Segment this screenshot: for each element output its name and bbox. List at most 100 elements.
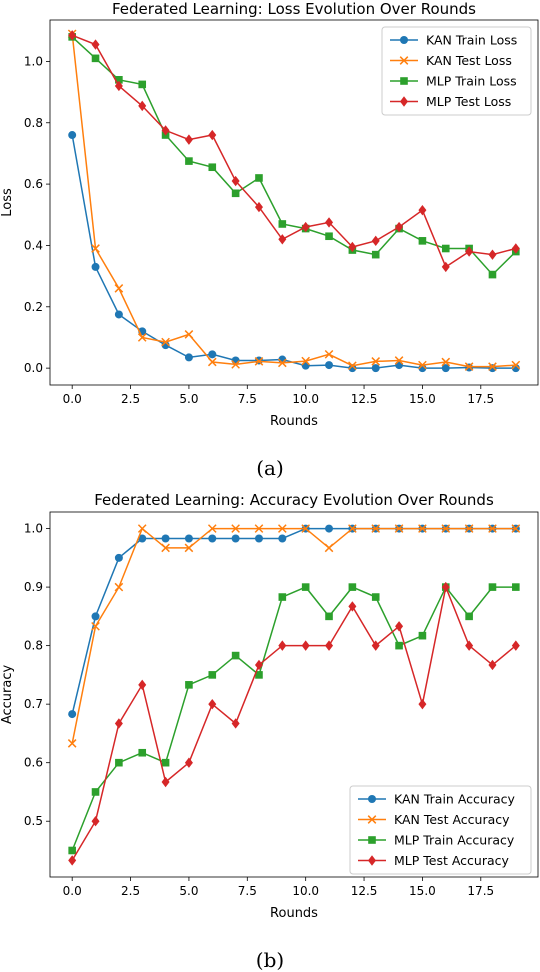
data-point [418, 204, 427, 216]
data-point [255, 671, 263, 679]
data-point [301, 640, 310, 651]
x-tick-label: 7.5 [238, 392, 257, 406]
data-point [465, 246, 474, 257]
data-point [488, 524, 497, 533]
data-point [161, 534, 170, 543]
data-point [91, 788, 100, 796]
x-tick-label: 7.5 [238, 884, 257, 898]
x-tick-label: 0.0 [63, 392, 82, 406]
x-tick-label: 10.0 [292, 884, 319, 898]
series-mlp-test-accuracy [68, 581, 520, 866]
data-point [161, 337, 170, 347]
x-axis-label: Rounds [270, 414, 318, 429]
data-point [512, 583, 520, 591]
data-point [68, 855, 77, 866]
data-point [231, 718, 240, 729]
data-point [91, 39, 100, 50]
data-point [208, 129, 217, 141]
data-point [231, 189, 240, 198]
data-point [114, 80, 123, 92]
data-point [511, 243, 520, 254]
data-point [465, 640, 474, 651]
data-point [184, 134, 193, 145]
data-point [395, 621, 404, 632]
data-point [324, 543, 334, 553]
x-axis-label: Rounds [270, 906, 318, 921]
y-tick-label: 1.0 [24, 522, 43, 536]
data-point [277, 524, 287, 533]
legend-item: KAN Train Accuracy [358, 792, 515, 807]
legend-marker [368, 795, 376, 803]
data-point [138, 100, 147, 112]
data-point [348, 583, 357, 591]
data-point [325, 640, 334, 651]
data-point [371, 524, 381, 533]
data-point [185, 681, 193, 689]
y-tick-label: 0.6 [24, 177, 43, 191]
legend-label: KAN Test Accuracy [394, 812, 510, 827]
data-point [67, 739, 77, 748]
data-point [441, 364, 450, 373]
x-tick-label: 10.0 [292, 392, 319, 406]
data-point [441, 524, 451, 533]
data-point [208, 163, 217, 172]
series-line [71, 584, 517, 861]
legend-marker [400, 96, 408, 107]
data-point [488, 270, 497, 279]
series-line [71, 527, 516, 715]
data-point [138, 80, 147, 89]
y-tick-label: 0.5 [24, 814, 43, 828]
y-axis-label: Loss [0, 188, 15, 217]
data-point [277, 358, 287, 368]
data-point [348, 601, 357, 612]
legend-item: MLP Test Accuracy [358, 853, 510, 868]
data-point [114, 310, 123, 319]
data-point [395, 641, 403, 650]
data-point [68, 131, 77, 140]
data-point [371, 364, 380, 373]
y-tick-label: 0.4 [24, 238, 43, 252]
y-tick-label: 0.8 [24, 639, 43, 653]
legend-label: MLP Test Accuracy [394, 853, 510, 868]
data-point [91, 816, 100, 827]
legend-marker [400, 36, 408, 44]
y-tick-label: 0.9 [24, 580, 43, 594]
data-point [138, 679, 147, 691]
data-point [371, 593, 380, 601]
y-tick-label: 0.2 [24, 300, 43, 314]
y-tick-label: 0.7 [24, 697, 43, 711]
data-point [91, 262, 100, 271]
legend-label: MLP Test Loss [426, 94, 511, 109]
data-point [324, 349, 334, 359]
data-point [441, 581, 450, 593]
data-point [208, 350, 217, 359]
data-point [371, 640, 380, 651]
data-point [301, 221, 310, 233]
data-point [208, 671, 217, 679]
series-line [71, 527, 516, 744]
data-point [114, 553, 123, 562]
data-point [464, 524, 474, 533]
data-point [231, 360, 240, 369]
chart-panel-b: Federated Learning: Accuracy Evolution O… [0, 491, 539, 972]
data-point [231, 534, 240, 543]
data-point [278, 593, 287, 601]
data-point [114, 718, 123, 729]
data-point [371, 235, 380, 247]
data-point [91, 244, 100, 253]
y-tick-label: 0.6 [24, 756, 43, 770]
data-point [137, 524, 147, 533]
data-point [254, 201, 263, 213]
legend-item: MLP Train Loss [390, 74, 517, 89]
series-kan-train-loss [68, 131, 520, 373]
data-point [255, 174, 263, 182]
data-point [161, 776, 170, 788]
data-point [395, 221, 404, 233]
data-point [137, 333, 147, 342]
data-point [254, 659, 263, 671]
data-point [511, 360, 521, 370]
x-tick-label: 5.0 [179, 884, 198, 898]
data-point [441, 244, 450, 253]
data-point [325, 232, 333, 241]
x-tick-label: 17.5 [467, 884, 494, 898]
